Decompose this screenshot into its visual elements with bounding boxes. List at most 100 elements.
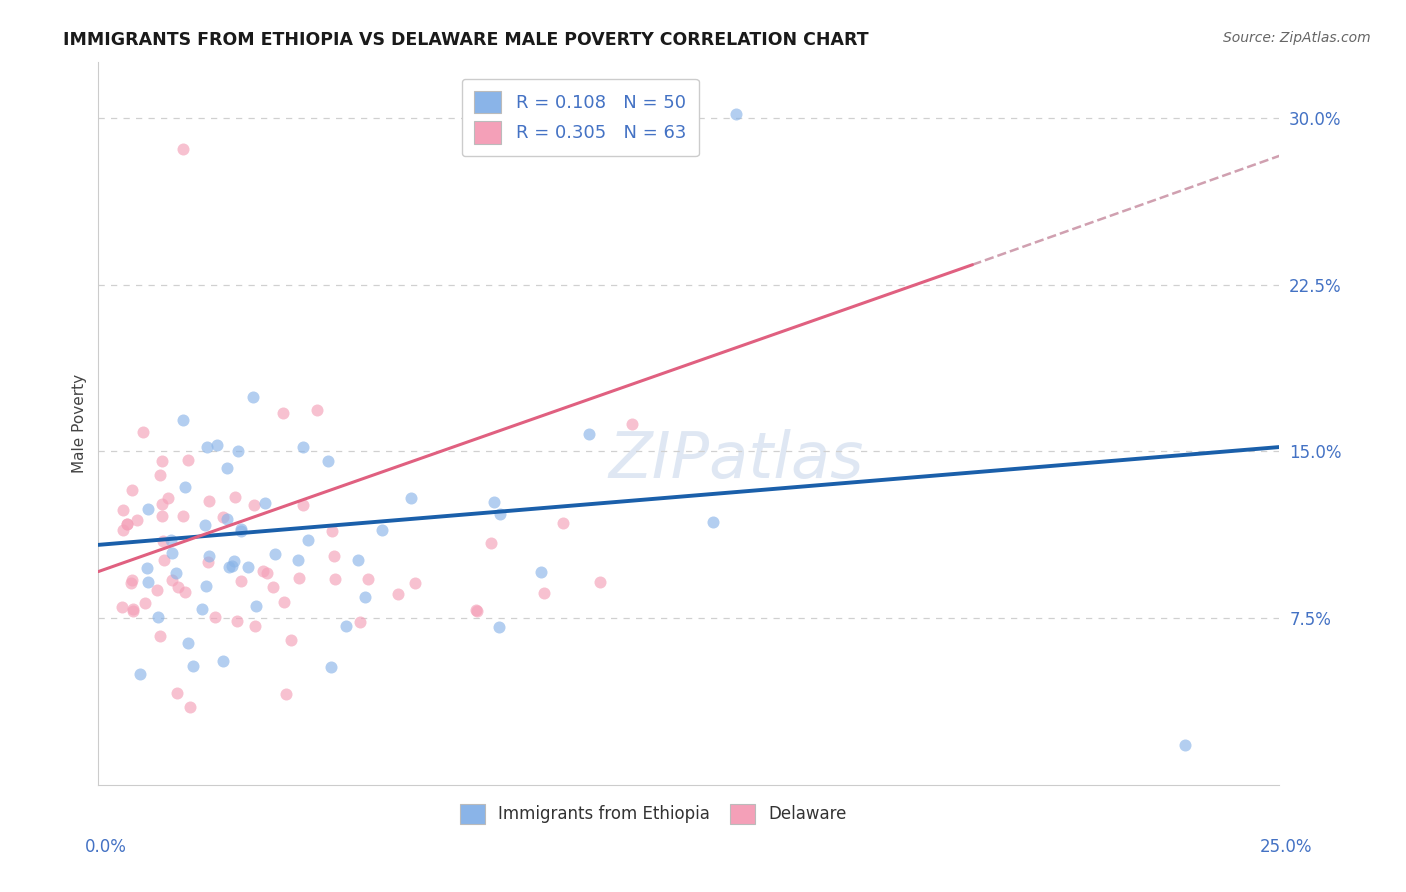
- Text: Source: ZipAtlas.com: Source: ZipAtlas.com: [1223, 31, 1371, 45]
- Point: [238, 560, 260, 574]
- Point: [292, 499, 315, 513]
- Point: [273, 595, 295, 609]
- Point: [122, 604, 145, 618]
- Point: [150, 497, 173, 511]
- Point: [488, 507, 510, 521]
- Point: [134, 596, 156, 610]
- Point: [305, 403, 328, 417]
- Point: [401, 491, 423, 505]
- Point: [111, 600, 134, 615]
- Point: [226, 444, 249, 458]
- Legend: Immigrants from Ethiopia, Delaware: Immigrants from Ethiopia, Delaware: [453, 797, 853, 830]
- Point: [280, 633, 302, 648]
- Point: [204, 609, 226, 624]
- Point: [226, 614, 249, 628]
- Point: [316, 453, 339, 467]
- Text: ZIPatlas: ZIPatlas: [609, 429, 863, 491]
- Point: [479, 536, 502, 550]
- Point: [335, 619, 357, 633]
- Point: [172, 412, 194, 426]
- Point: [297, 533, 319, 548]
- Point: [212, 654, 235, 668]
- Point: [191, 601, 214, 615]
- Point: [404, 575, 426, 590]
- Point: [725, 106, 748, 120]
- Point: [702, 515, 724, 529]
- Point: [162, 546, 184, 560]
- Point: [488, 620, 510, 634]
- Point: [346, 553, 368, 567]
- Point: [224, 554, 246, 568]
- Point: [224, 490, 246, 504]
- Point: [112, 524, 135, 538]
- Point: [620, 417, 643, 432]
- Point: [115, 516, 138, 531]
- Point: [218, 560, 240, 574]
- Point: [276, 687, 298, 701]
- Point: [129, 667, 152, 681]
- Point: [287, 553, 309, 567]
- Point: [252, 564, 274, 578]
- Point: [253, 496, 276, 510]
- Text: IMMIGRANTS FROM ETHIOPIA VS DELAWARE MALE POVERTY CORRELATION CHART: IMMIGRANTS FROM ETHIOPIA VS DELAWARE MAL…: [63, 31, 869, 49]
- Y-axis label: Male Poverty: Male Poverty: [72, 374, 87, 474]
- Point: [197, 549, 219, 563]
- Point: [264, 547, 287, 561]
- Point: [176, 636, 198, 650]
- Point: [217, 512, 239, 526]
- Point: [156, 491, 179, 505]
- Point: [484, 495, 506, 509]
- Point: [177, 453, 200, 467]
- Point: [323, 572, 346, 586]
- Point: [231, 522, 253, 536]
- Point: [387, 587, 409, 601]
- Point: [243, 618, 266, 632]
- Point: [357, 572, 380, 586]
- Point: [121, 483, 143, 498]
- Point: [121, 573, 143, 587]
- Point: [166, 580, 188, 594]
- Point: [322, 549, 344, 563]
- Point: [194, 518, 217, 533]
- Point: [371, 523, 394, 537]
- Point: [231, 574, 253, 588]
- Point: [112, 503, 135, 517]
- Point: [174, 585, 197, 599]
- Point: [354, 591, 377, 605]
- Point: [172, 508, 194, 523]
- Text: 0.0%: 0.0%: [84, 838, 127, 856]
- Point: [136, 502, 159, 516]
- Point: [125, 513, 148, 527]
- Point: [229, 524, 252, 539]
- Point: [195, 579, 218, 593]
- Point: [165, 566, 187, 580]
- Point: [319, 660, 342, 674]
- Point: [172, 142, 194, 156]
- Point: [578, 426, 600, 441]
- Point: [1174, 738, 1197, 752]
- Point: [162, 573, 184, 587]
- Point: [589, 575, 612, 590]
- Point: [174, 480, 197, 494]
- Point: [115, 516, 138, 531]
- Point: [146, 583, 169, 598]
- Point: [120, 576, 142, 591]
- Point: [150, 454, 173, 468]
- Point: [179, 700, 201, 714]
- Point: [121, 602, 143, 616]
- Point: [262, 580, 284, 594]
- Point: [242, 498, 264, 512]
- Point: [197, 555, 219, 569]
- Point: [205, 438, 228, 452]
- Point: [132, 425, 155, 439]
- Point: [287, 571, 309, 585]
- Point: [349, 615, 371, 629]
- Point: [530, 565, 553, 579]
- Point: [553, 516, 575, 530]
- Point: [212, 510, 235, 524]
- Point: [467, 604, 489, 618]
- Point: [146, 610, 169, 624]
- Point: [465, 603, 488, 617]
- Point: [153, 553, 176, 567]
- Point: [181, 658, 204, 673]
